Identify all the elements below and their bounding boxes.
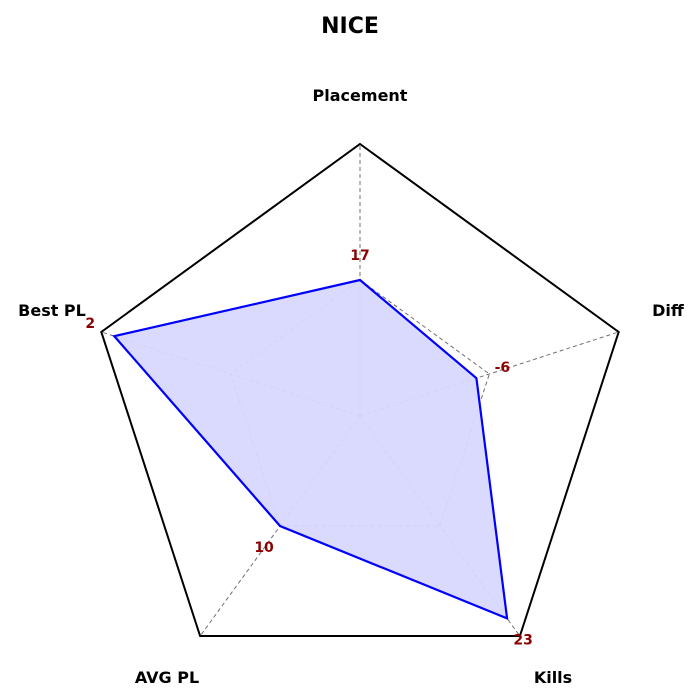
axis-labels: Placement Diff Kills AVG PL Best PL	[18, 86, 685, 687]
chart-title: NICE	[321, 14, 379, 39]
value-label-diff: -6	[495, 360, 511, 376]
axis-label-placement: Placement	[313, 86, 408, 105]
axis-label-kills: Kills	[534, 668, 572, 687]
value-label-best-pl: 2	[85, 316, 95, 332]
value-label-placement: 17	[350, 248, 369, 264]
series-area	[112, 278, 509, 621]
axis-label-avg-pl: AVG PL	[135, 668, 199, 687]
value-label-kills: 23	[513, 632, 532, 648]
radar-series	[112, 278, 509, 621]
radar-outer-pentagon	[100, 142, 620, 638]
value-label-avg-pl: 10	[254, 540, 274, 556]
axis-label-diff: Diff	[652, 301, 685, 320]
axis-label-best-pl: Best PL	[18, 301, 86, 320]
value-labels: 17 -6 23 10 2	[85, 248, 532, 648]
radar-outline	[100, 142, 620, 638]
